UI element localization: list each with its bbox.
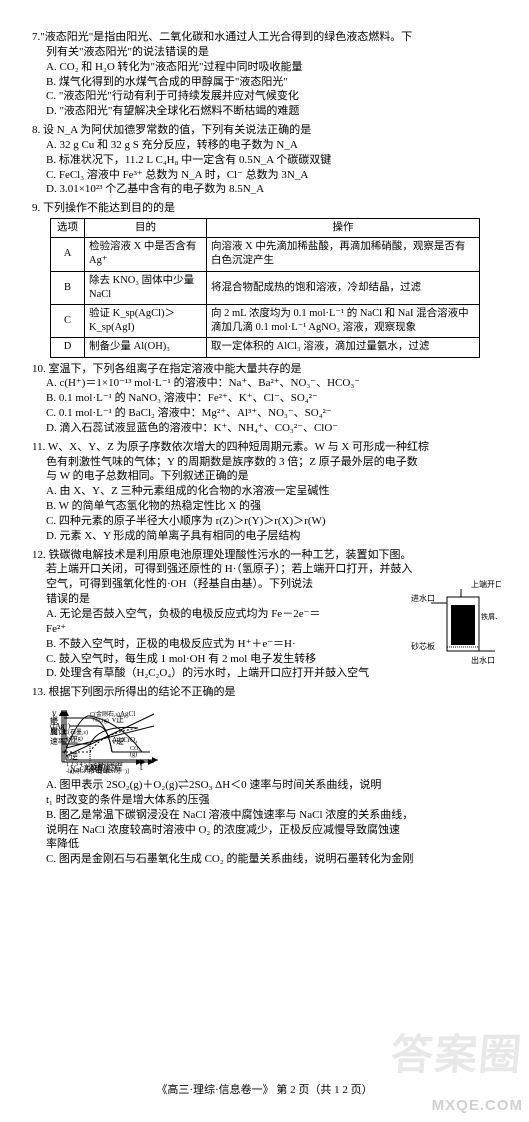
q9-table: 选项 目的 操作 A 检验溶液 X 中是否含有 Ag⁺ 向溶液 X 中先滴加稀盐… xyxy=(50,218,480,357)
q13-figures: v t v正 v逆 v正' v逆' t₁ 甲 xyxy=(50,704,490,776)
q13-opt-c: C. 图丙是金刚石与石墨氧化生成 CO₂ 的能量关系曲线，说明石墨转化为金刚 xyxy=(32,852,501,867)
q9-h2: 操作 xyxy=(207,219,480,238)
question-9: 9. 下列操作不能达到目的的是 选项 目的 操作 A 检验溶液 X 中是否含有 … xyxy=(32,201,501,357)
question-10: 10. 室温下，下列各组离子在指定溶液中能大量共存的是 A. c(H⁺)＝1×1… xyxy=(32,362,501,436)
q8-opt-c: C. FeCl₃ 溶液中 Fe³⁺ 总数为 N_A 时，Cl⁻ 总数为 3N_A xyxy=(32,168,501,183)
question-13: 13. 根据下列图示所得出的结论不正确的是 v t v正 v逆 v正' v逆' … xyxy=(32,685,501,867)
q12-opt-d: D. 处理含有草酸（H₂C₂O₄）的污水时，上端开口应打开并鼓入空气 xyxy=(32,666,501,681)
q11-stem-1: 11. W、X、Y、Z 为原子序数依次增大的四种短周期元素。W 与 X 可形成一… xyxy=(32,440,501,455)
table-row: C 验证 K_sp(AgCl)＞K_sp(AgI) 向 2 mL 浓度均为 0.… xyxy=(51,304,480,337)
q8-opt-b: B. 标准状况下，11.2 L C₄H₈ 中一定含有 0.5N_A 个碳碳双键 xyxy=(32,153,501,168)
cell: 取一定体积的 AlCl₃ 溶液，滴加过量氨水，过滤 xyxy=(207,338,480,357)
q11-opt-d: D. 元素 X、Y 形成的简单离子具有相同的电子层结构 xyxy=(32,529,501,544)
q7-opt-d: D. "液态阳光"有望解决全球化石燃料不断枯竭的难题 xyxy=(32,104,501,119)
q10-opt-d: D. 滴入石蕊试液显蓝色的溶液中：K⁺、NH₄⁺、CO₃²⁻、ClO⁻ xyxy=(32,421,501,436)
q13-opt-b3: 率降低 xyxy=(32,837,501,852)
table-row: A 检验溶液 X 中是否含有 Ag⁺ 向溶液 X 中先滴加稀盐酸，再滴加稀硝酸，… xyxy=(51,238,480,271)
q12-stem-2: 若上端开口关闭，可得到强还原性的 H·（氢原子）；若上端开口打开，并鼓入 xyxy=(32,562,501,577)
svg-text:AgCl: AgCl xyxy=(120,710,135,718)
q12-stem-1: 12. 铁碳微电解技术是利用原电池原理处理酸性污水的一种工艺，装置如下图。 xyxy=(32,548,501,563)
q10-opt-a: A. c(H⁺)＝1×10⁻¹³ mol·L⁻¹ 的溶液中：Na⁺、Ba²⁺、N… xyxy=(32,376,501,391)
q13-opt-b1: B. 图乙是常温下碳钢浸没在 NaCl 溶液中腐蚀速率与 NaCl 浓度的关系曲… xyxy=(32,808,501,823)
question-8: 8. 设 N_A 为阿伏加德罗常数的值，下列有关说法正确的是 A. 32 g C… xyxy=(32,123,501,197)
q7-opt-c: C. "液态阳光"行动有利于可持续发展并应对气候变化 xyxy=(32,89,501,104)
q13-opt-b2: 说明在 NaCl 浓度较高时溶液中 O₂ 的浓度减少，正极反应减慢导致腐蚀速 xyxy=(32,823,501,838)
watermark-logo: 答案圈 xyxy=(389,1027,526,1084)
svg-text:-lg[c(Cl⁻)]·-lg[c(CrO₄²⁻)]: -lg[c(Cl⁻)]·-lg[c(CrO₄²⁻)] xyxy=(66,768,129,774)
q11-opt-b: B. W 的简单气态氢化物的热稳定性比 X 的强 xyxy=(32,499,501,514)
q8-stem: 8. 设 N_A 为阿伏加德罗常数的值，下列有关说法正确的是 xyxy=(32,123,501,138)
cell: B xyxy=(51,271,85,304)
q7-stem-line1: 7."液态阳光"是指由阳光、二氧化碳和水通过人工光合得到的绿色液态燃料。下 xyxy=(32,30,501,45)
cell: 验证 K_sp(AgCl)＞K_sp(AgI) xyxy=(85,304,207,337)
cell: 除去 KNO₃ 固体中少量 NaCl xyxy=(85,271,207,304)
question-11: 11. W、X、Y、Z 为原子序数依次增大的四种短周期元素。W 与 X 可形成一… xyxy=(32,440,501,544)
q10-opt-c: C. 0.1 mol·L⁻¹ 的 BaCl₂ 溶液中：Mg²⁺、Al³⁺、NO₃… xyxy=(32,406,501,421)
q7-stem-line2: 列有关"液态阳光"的说法错误的是 xyxy=(32,45,501,60)
q7-opt-a: A. CO₂ 和 H₂O 转化为"液态阳光"过程中同时吸收能量 xyxy=(32,60,501,75)
svg-text:Ag₂CrO₄: Ag₂CrO₄ xyxy=(112,736,138,744)
cell: 向溶液 X 中先滴加稀盐酸，再滴加稀硝酸，观察是否有白色沉淀产生 xyxy=(207,238,480,271)
fig-ding: AgCl Ag₂CrO₄ -lg c(Ag⁺) 1 2 3 4 5 6 7 89… xyxy=(50,704,166,774)
cell: A xyxy=(51,238,85,271)
device-figure: 上端开口 铁屑、碳粉 进水口 砂芯板 出水口 xyxy=(411,579,501,667)
q10-stem: 10. 室温下，下列各组离子在指定溶液中能大量共存的是 xyxy=(32,362,501,377)
device-fill-label: 铁屑、碳粉 xyxy=(481,612,501,621)
question-7: 7."液态阳光"是指由阳光、二氧化碳和水通过人工光合得到的绿色液态燃料。下 列有… xyxy=(32,30,501,119)
q7-opt-b: B. 煤气化得到的水煤气合成的甲醇属于"液态阳光" xyxy=(32,75,501,90)
q10-opt-b: B. 0.1 mol·L⁻¹ 的 NaNO₃ 溶液中：Fe²⁺、K⁺、Cl⁻、S… xyxy=(32,391,501,406)
svg-text:-lg: -lg xyxy=(50,714,58,722)
table-row: 选项 目的 操作 xyxy=(51,219,480,238)
device-sand-label: 砂芯板 xyxy=(411,641,435,651)
device-out-label: 出水口 xyxy=(471,655,495,665)
q8-opt-a: A. 32 g Cu 和 32 g S 充分反应，转移的电子数为 N_A xyxy=(32,138,501,153)
svg-text:c(Ag⁺): c(Ag⁺) xyxy=(50,722,71,730)
question-12: 12. 铁碳微电解技术是利用原电池原理处理酸性污水的一种工艺，装置如下图。 若上… xyxy=(32,548,501,682)
q9-h1: 目的 xyxy=(85,219,207,238)
q11-stem-2: 色有刺激性气味的气体；Y 的周期数是族序数的 3 倍；Z 原子最外层的电子数 xyxy=(32,455,501,470)
q13-stem: 13. 根据下列图示所得出的结论不正确的是 xyxy=(32,685,501,700)
device-in-label: 进水口 xyxy=(411,593,435,603)
q11-stem-3: 与 W 的电子总数相同。下列叙述正确的是 xyxy=(32,469,501,484)
watermark-url: MXQE.COM xyxy=(432,1096,523,1116)
cell: 将混合物配成热的饱和溶液，冷却结晶，过滤 xyxy=(207,271,480,304)
q9-h0: 选项 xyxy=(51,219,85,238)
q9-stem: 9. 下列操作不能达到目的的是 xyxy=(32,201,501,216)
cell: 制备少量 Al(OH)₃ xyxy=(85,338,207,357)
q11-opt-a: A. 由 X、Y、Z 三种元素组成的化合物的水溶液一定呈碱性 xyxy=(32,484,501,499)
table-row: D 制备少量 Al(OH)₃ 取一定体积的 AlCl₃ 溶液，滴加过量氨水，过滤 xyxy=(51,338,480,357)
cell: C xyxy=(51,304,85,337)
svg-text:1 2 3 4 5 6 7 891011 12: 1 2 3 4 5 6 7 891011 12 xyxy=(66,762,123,768)
q8-opt-d: D. 3.01×10²³ 个乙基中含有的电子数为 8.5N_A xyxy=(32,182,501,197)
q11-opt-c: C. 四种元素的原子半径大小顺序为 r(Z)＞r(Y)＞r(X)＞r(W) xyxy=(32,514,501,529)
q13-opt-a2: t₁ 时改变的条件是增大体系的压强 xyxy=(32,793,501,808)
cell: 向 2 mL 浓度均为 0.1 mol·L⁻¹ 的 NaCl 和 NaI 混合溶… xyxy=(207,304,480,337)
cell: D xyxy=(51,338,85,357)
q13-opt-a1: A. 图甲表示 2SO₂(g)＋O₂(g)⇌2SO₃ ΔH＜0 速率与时间关系曲… xyxy=(32,778,501,793)
device-top-label: 上端开口 xyxy=(471,579,501,589)
table-row: B 除去 KNO₃ 固体中少量 NaCl 将混合物配成热的饱和溶液，冷却结晶，过… xyxy=(51,271,480,304)
cell: 检验溶液 X 中是否含有 Ag⁺ xyxy=(85,238,207,271)
